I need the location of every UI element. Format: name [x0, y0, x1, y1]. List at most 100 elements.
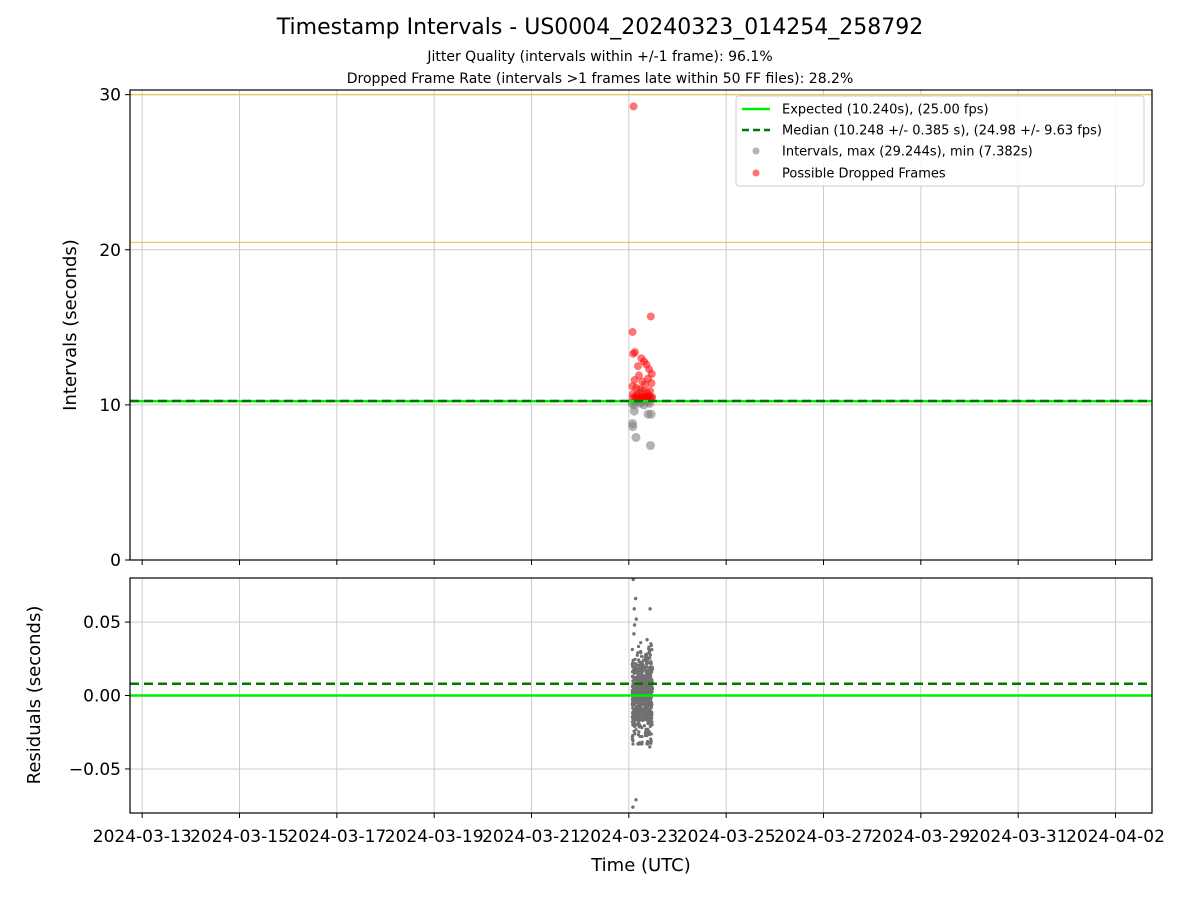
residual-point [637, 719, 641, 723]
residual-point [642, 724, 647, 728]
legend-box [735, 95, 1145, 187]
residual-point [639, 649, 643, 654]
dropped-frame-point [646, 312, 655, 321]
residual-point [647, 687, 651, 692]
residual-point [641, 674, 645, 678]
bottom-y-tick-label: 0.05 [83, 613, 121, 633]
residual-point [645, 637, 649, 642]
dropped-frame-point [630, 348, 639, 357]
jitter-quality-subtitle: Jitter Quality (intervals within +/-1 fr… [427, 49, 773, 65]
residual-point [634, 798, 638, 802]
residual-point [634, 728, 638, 732]
x-tick-label: 2024-03-21 [482, 827, 581, 847]
residual-point [648, 607, 652, 611]
residual-point [631, 723, 635, 727]
residual-point [640, 740, 644, 744]
interval-point [645, 441, 655, 451]
residual-point [638, 702, 642, 707]
residual-point [639, 654, 644, 659]
bottom-marks [130, 577, 1152, 809]
residual-point [644, 727, 648, 731]
residual-point [637, 677, 641, 682]
residual-point [644, 669, 649, 673]
residual-point [639, 660, 643, 664]
residual-point [648, 661, 652, 665]
residual-point [647, 650, 652, 654]
residual-point [631, 742, 635, 746]
bottom-axes-frame [129, 577, 1153, 814]
residual-point [641, 687, 645, 691]
interval-point [628, 422, 638, 432]
legend: Expected (10.240s), (25.00 fps) Median (1… [735, 95, 1145, 187]
residual-point [632, 607, 636, 611]
residual-point [630, 647, 634, 652]
interval-point [646, 409, 656, 419]
residual-point [636, 644, 641, 649]
x-tick-label: 2024-03-23 [579, 827, 678, 847]
residual-point [632, 676, 636, 680]
residual-point [648, 656, 652, 660]
residual-point [634, 617, 638, 621]
residual-point [639, 691, 644, 695]
residual-point [631, 805, 635, 809]
residual-point [650, 648, 654, 652]
chart-title: Timestamp Intervals - US0004_20240323_01… [276, 15, 924, 40]
residual-point [640, 713, 645, 717]
dropped-frame-subtitle: Dropped Frame Rate (intervals >1 frames … [346, 71, 854, 87]
residual-point [633, 732, 637, 736]
residual-point [631, 733, 635, 738]
dropped-frame-point [647, 379, 656, 388]
top-y-tick-label: 30 [99, 86, 121, 106]
dropped-frame-point [628, 327, 637, 336]
residual-point [647, 647, 651, 651]
residual-point [644, 662, 649, 666]
residual-point [643, 733, 648, 738]
residual-point [649, 716, 653, 720]
legend-intervals-swatch [752, 147, 760, 155]
residual-point [643, 699, 648, 703]
dropped-frame-point [629, 102, 638, 111]
residual-point [648, 745, 652, 749]
axes: 2024-03-132024-03-152024-03-172024-03-19… [69, 86, 1165, 847]
residual-point [650, 667, 655, 671]
residual-point [649, 711, 653, 715]
residual-point [632, 623, 637, 627]
legend-label: Median (10.248 +/- 0.385 s), (24.98 +/- … [782, 124, 1102, 139]
x-tick-label: 2024-03-13 [93, 827, 192, 847]
residual-point [643, 666, 647, 671]
residual-point [646, 721, 650, 726]
residual-point [632, 632, 636, 636]
x-tick-label: 2024-03-25 [677, 827, 776, 847]
interval-point [631, 432, 641, 442]
residual-point [647, 666, 651, 670]
top-marks [130, 94, 1152, 451]
residual-point [643, 658, 647, 662]
x-tick-label: 2024-03-19 [385, 827, 484, 847]
residual-point [630, 670, 635, 674]
x-tick-label: 2024-03-27 [774, 827, 873, 847]
x-tick-label: 2024-04-02 [1066, 827, 1165, 847]
x-tick-label: 2024-03-29 [871, 827, 970, 847]
legend-label: Possible Dropped Frames [782, 167, 946, 182]
residual-point [631, 658, 635, 662]
residual-point [640, 726, 644, 730]
residual-point [636, 742, 640, 746]
bottom-y-tick-label: −0.05 [69, 760, 121, 780]
residual-point [639, 697, 643, 701]
residual-point [639, 717, 643, 722]
residual-point [646, 716, 651, 721]
residual-point [631, 696, 635, 700]
top-y-tick-label: 10 [99, 396, 121, 416]
residual-point [633, 708, 637, 712]
residual-point [648, 673, 652, 677]
residual-point [643, 709, 647, 713]
residual-point [640, 665, 644, 669]
residual-point [644, 681, 648, 685]
residual-point [636, 733, 641, 737]
residual-point [648, 724, 652, 728]
residual-point [649, 643, 654, 648]
residual-point [635, 668, 639, 673]
legend-dropped-swatch [752, 169, 760, 177]
